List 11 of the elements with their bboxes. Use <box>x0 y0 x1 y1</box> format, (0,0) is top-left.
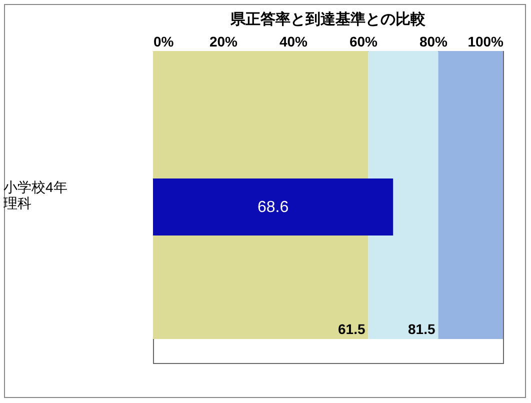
x-tick-label: 40% <box>279 34 308 50</box>
data-label: 68.6 <box>257 199 289 216</box>
band-label: 81.5 <box>408 321 436 337</box>
band-label: 61.5 <box>338 321 366 337</box>
x-tick-label: 20% <box>209 34 238 50</box>
x-tick-label: 60% <box>349 34 378 50</box>
x-tick-label: 0% <box>154 34 174 50</box>
y-tick-label: 小学校4年理科 <box>4 179 68 211</box>
chart-title: 県正答率と到達基準との比較 <box>230 10 426 28</box>
x-tick-label: 100% <box>468 34 504 50</box>
x-tick-label: 80% <box>419 34 448 50</box>
